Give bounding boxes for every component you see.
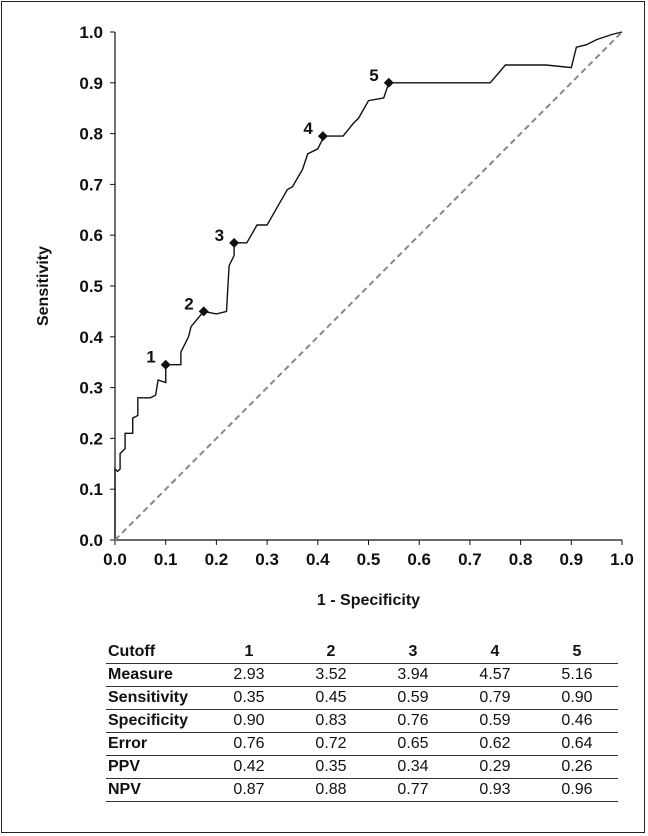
table-row-label: Measure <box>106 663 208 687</box>
table-row: Specificity 0.90 0.83 0.76 0.59 0.46 <box>106 709 618 733</box>
roc-chart: 0.0 0.1 0.2 0.3 0.4 0.5 0.6 0.7 0.8 0.9 1.0 0.0 0.1 0… <box>35 23 634 609</box>
table-cell: 0.90 <box>536 686 618 710</box>
cutoff-marker-4 <box>317 131 328 142</box>
table-cell: 0.96 <box>536 778 618 802</box>
y-tick-label: 0.0 <box>79 531 103 550</box>
table-header-cutoff-2: 2 <box>290 641 372 664</box>
x-tick-label: 0.4 <box>306 550 330 569</box>
table-cell: 0.90 <box>208 709 290 733</box>
table-cell: 0.93 <box>454 778 536 802</box>
y-tick-label: 0.3 <box>79 379 103 398</box>
table-cell: 0.35 <box>290 755 372 779</box>
table-cell: 0.35 <box>208 686 290 710</box>
cutoff-label-5: 5 <box>369 66 378 85</box>
x-axis-title: 1 - Specificity <box>317 592 420 609</box>
table-row: PPV 0.42 0.35 0.34 0.29 0.26 <box>106 755 618 779</box>
x-tick-label: 0.9 <box>559 550 583 569</box>
x-tick-label: 0.6 <box>407 550 431 569</box>
table-cell: 0.62 <box>454 732 536 756</box>
cutoff-marker-3 <box>229 237 240 248</box>
table-row: Error 0.76 0.72 0.65 0.62 0.64 <box>106 732 618 756</box>
cutoff-label-3: 3 <box>215 226 224 245</box>
table-cell: 0.87 <box>208 778 290 802</box>
table-header-cutoff-4: 4 <box>454 641 536 664</box>
x-tick-label: 0.2 <box>205 550 229 569</box>
y-axis-title: Sensitivity <box>35 246 52 326</box>
table-cell: 0.76 <box>372 709 454 733</box>
table-body: Measure 2.93 3.52 3.94 4.57 5.16 Sensitivity 0.… <box>106 663 618 802</box>
cutoff-marker-2 <box>198 306 209 317</box>
table-cell: 2.93 <box>208 663 290 687</box>
table-cell: 0.45 <box>290 686 372 710</box>
table-row-label: Error <box>106 732 208 756</box>
cutoff-table: Cutoff 1 2 3 4 5 Measure 2.93 3.52 3.94 4.57… <box>106 641 618 802</box>
table-row-label: Specificity <box>106 709 208 733</box>
y-tick-label: 0.5 <box>79 277 103 296</box>
table-cell: 0.42 <box>208 755 290 779</box>
table-header-cutoff-5: 5 <box>536 641 618 664</box>
x-tick-label: 0.3 <box>255 550 279 569</box>
table-row-label: Sensitivity <box>106 686 208 710</box>
table-row: Measure 2.93 3.52 3.94 4.57 5.16 <box>106 663 618 687</box>
table-cell: 0.59 <box>372 686 454 710</box>
x-tick-label: 0.8 <box>509 550 533 569</box>
table-cell: 0.29 <box>454 755 536 779</box>
table-row: NPV 0.87 0.88 0.77 0.93 0.96 <box>106 778 618 802</box>
cutoff-marker-1 <box>160 359 171 370</box>
table-cell: 0.59 <box>454 709 536 733</box>
y-tick-label: 0.8 <box>79 125 103 144</box>
table-cell: 0.34 <box>372 755 454 779</box>
table-cell: 0.65 <box>372 732 454 756</box>
table-cell: 0.26 <box>536 755 618 779</box>
table-header-label: Cutoff <box>106 641 208 664</box>
y-tick-label: 0.6 <box>79 226 103 245</box>
y-tick-label: 0.1 <box>79 480 103 499</box>
table-row-label: NPV <box>106 778 208 802</box>
x-tick-label: 0.1 <box>154 550 178 569</box>
x-tick-label: 1.0 <box>610 550 634 569</box>
table-cell: 0.72 <box>290 732 372 756</box>
table-cell: 3.94 <box>372 663 454 687</box>
table-row: Sensitivity 0.35 0.45 0.59 0.79 0.90 <box>106 686 618 710</box>
cutoff-marker-5 <box>383 77 394 88</box>
cutoff-label-2: 2 <box>184 294 193 313</box>
table-header-cutoff-1: 1 <box>208 641 290 664</box>
reference-diagonal-line <box>114 31 623 541</box>
x-tick-label: 0.0 <box>103 550 127 569</box>
table-cell: 0.46 <box>536 709 618 733</box>
y-tick-label: 0.2 <box>79 429 103 448</box>
cutoff-label-4: 4 <box>303 119 313 138</box>
table-cell: 0.64 <box>536 732 618 756</box>
y-tick-label: 0.7 <box>79 175 103 194</box>
table-header-cutoff-3: 3 <box>372 641 454 664</box>
table-cell: 4.57 <box>454 663 536 687</box>
table-cell: 0.83 <box>290 709 372 733</box>
cutoff-label-1: 1 <box>146 348 155 367</box>
y-tick-label: 1.0 <box>79 23 103 42</box>
x-tick-label: 0.7 <box>458 550 482 569</box>
y-tick-label: 0.9 <box>79 74 103 93</box>
table-cell: 5.16 <box>536 663 618 687</box>
roc-curve-line <box>114 31 623 540</box>
table-row-label: PPV <box>106 755 208 779</box>
table-cell: 0.76 <box>208 732 290 756</box>
table-cell: 0.77 <box>372 778 454 802</box>
table-cell: 0.88 <box>290 778 372 802</box>
table-cell: 3.52 <box>290 663 372 687</box>
y-tick-label: 0.4 <box>79 328 103 347</box>
table-cell: 0.79 <box>454 686 536 710</box>
table-header-row: Cutoff 1 2 3 4 5 <box>106 641 618 664</box>
x-tick-label: 0.5 <box>357 550 381 569</box>
